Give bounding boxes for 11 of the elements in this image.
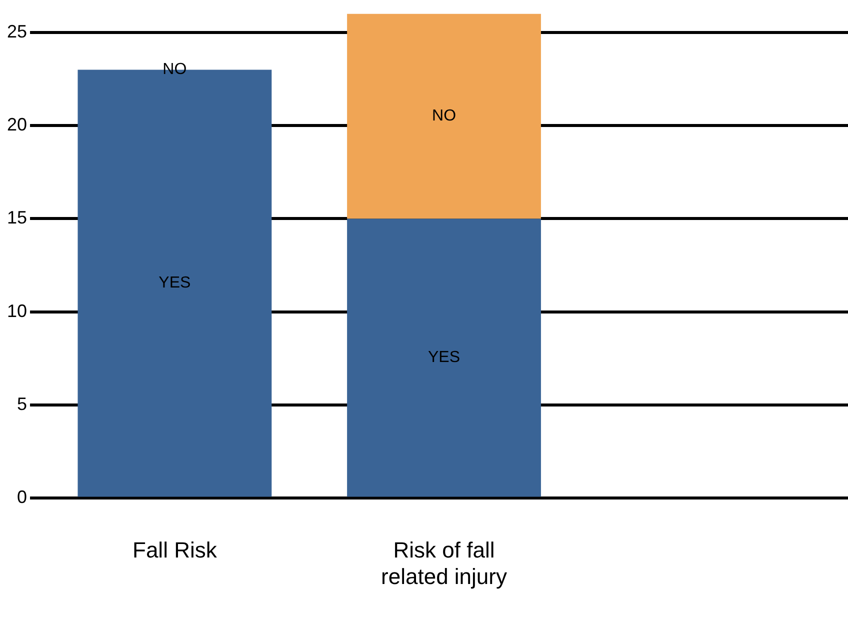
series-label: YES: [158, 274, 191, 292]
y-tick-label: 5: [17, 394, 28, 414]
series-label: NO: [432, 108, 456, 125]
x-tick-label: Fall Risk: [132, 537, 218, 562]
y-tick-label: 0: [17, 487, 28, 508]
y-tick-label: 10: [6, 300, 28, 321]
y-tick-label: 25: [6, 21, 28, 42]
text: YES: [428, 349, 460, 366]
y-tick-label: 15: [6, 208, 28, 228]
x-tick-label: Risk of fall related injury: [381, 537, 507, 589]
y-tick-label: 20: [6, 114, 28, 135]
